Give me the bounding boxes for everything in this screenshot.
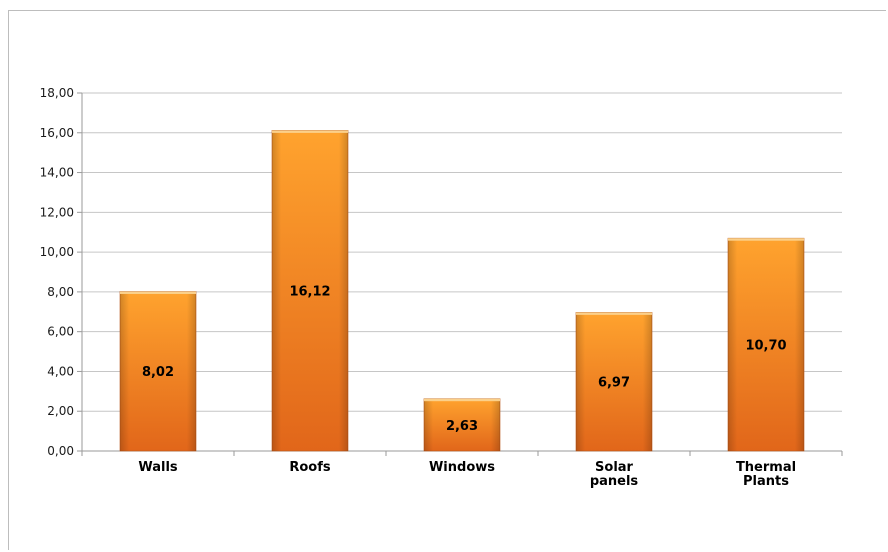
data-label: 2,63 [446,419,478,434]
data-label: 16,12 [289,285,330,300]
bar-top-highlight [424,399,500,402]
bar-top-highlight [120,291,196,294]
y-tick-label: 18,00 [40,86,74,100]
y-tick-label: 6,00 [47,325,74,339]
data-label: 8,02 [142,365,174,380]
bars [120,130,804,451]
category-label: Roofs [289,460,331,475]
y-tick-label: 16,00 [40,126,74,140]
y-tick-label: 10,00 [40,245,74,259]
bar-top-highlight [728,238,804,241]
category-label: Walls [138,460,178,475]
y-tick-label: 12,00 [40,205,74,219]
category-label: Thermal Plants [736,460,796,489]
category-label: Windows [429,460,495,475]
y-tick-label: 0,00 [47,444,74,458]
data-label: 6,97 [598,376,630,391]
bar-top-highlight [576,312,652,315]
category-label: Solar panels [590,460,639,489]
y-tick-label: 4,00 [47,364,74,378]
y-tick-label: 14,00 [40,166,74,180]
data-label: 10,70 [745,339,786,354]
bar-top-highlight [272,130,348,133]
y-tick-label: 2,00 [47,404,74,418]
y-tick-label: 8,00 [47,285,74,299]
